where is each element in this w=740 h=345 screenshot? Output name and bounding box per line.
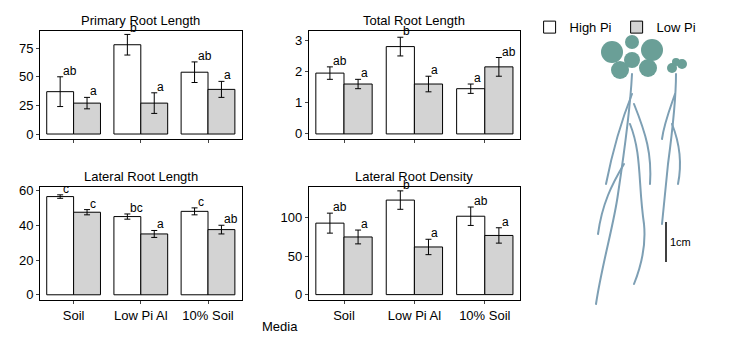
svg-text:1: 1 [295,95,302,110]
svg-text:0: 0 [295,126,302,141]
svg-text:50: 50 [19,69,33,84]
svg-text:25: 25 [19,98,33,113]
svg-text:ab: ab [224,212,238,226]
svg-text:a: a [431,226,438,240]
svg-text:Lateral Root Length: Lateral Root Length [84,169,198,184]
svg-text:c: c [63,182,69,196]
svg-text:a: a [502,215,509,229]
svg-text:b: b [130,21,137,35]
svg-text:c: c [198,195,204,209]
svg-text:Total Root Length: Total Root Length [363,13,465,28]
svg-text:50: 50 [288,249,302,264]
svg-text:0: 0 [295,287,302,302]
svg-text:b: b [403,24,410,38]
svg-text:a: a [361,217,368,231]
svg-text:a: a [224,68,231,82]
svg-text:ab: ab [502,45,516,59]
svg-text:75: 75 [19,41,33,56]
svg-text:40: 40 [19,218,33,233]
svg-text:10% Soil: 10% Soil [182,308,233,323]
svg-text:a: a [474,71,481,85]
svg-text:ab: ab [333,200,347,214]
svg-text:Lateral Root Density: Lateral Root Density [355,169,473,184]
svg-text:Soil: Soil [63,308,85,323]
svg-text:Media: Media [262,319,298,334]
svg-text:Low Pi Al: Low Pi Al [388,308,442,323]
svg-text:a: a [361,66,368,80]
svg-text:bc: bc [130,201,143,215]
svg-text:ab: ab [63,64,77,78]
svg-text:a: a [90,84,97,98]
svg-text:Primary Root Length: Primary Root Length [81,13,200,28]
svg-text:Low Pi: Low Pi [657,20,696,35]
svg-text:10% Soil: 10% Soil [459,308,510,323]
svg-text:60: 60 [19,183,33,198]
svg-text:Low Pi Al: Low Pi Al [114,308,168,323]
svg-text:2: 2 [295,64,302,79]
svg-text:100: 100 [280,210,302,225]
svg-text:0: 0 [26,127,33,142]
svg-text:a: a [431,63,438,77]
svg-text:20: 20 [19,253,33,268]
svg-text:ab: ab [333,54,347,68]
svg-text:a: a [157,80,164,94]
svg-text:High Pi: High Pi [570,20,612,35]
svg-text:0: 0 [26,287,33,302]
svg-text:1cm: 1cm [670,236,691,248]
svg-text:b: b [403,178,410,192]
svg-text:ab: ab [198,49,212,63]
svg-text:c: c [90,197,96,211]
svg-text:a: a [157,217,164,231]
svg-text:Soil: Soil [333,308,355,323]
svg-text:3: 3 [295,33,302,48]
svg-text:ab: ab [474,194,488,208]
